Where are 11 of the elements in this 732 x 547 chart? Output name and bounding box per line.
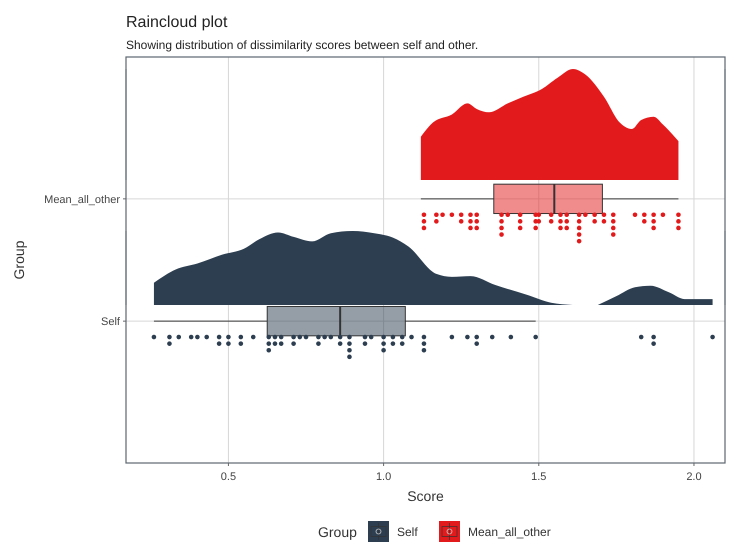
- x-tick-label: 2.0: [686, 471, 702, 483]
- legend-label: Self: [397, 525, 418, 539]
- legend-label: Mean_all_other: [468, 525, 551, 539]
- chart-title: Raincloud plot: [126, 14, 228, 31]
- x-axis-title: Score: [407, 488, 444, 504]
- legend-title: Group: [318, 524, 358, 540]
- chart-subtitle: Showing distribution of dissimilarity scores between self and other.: [126, 38, 478, 52]
- x-tick-label: 1.0: [376, 471, 392, 483]
- x-tick-label: 1.5: [531, 471, 546, 483]
- y-axis-title: Group: [11, 240, 27, 280]
- x-tick-label: 0.5: [220, 471, 236, 483]
